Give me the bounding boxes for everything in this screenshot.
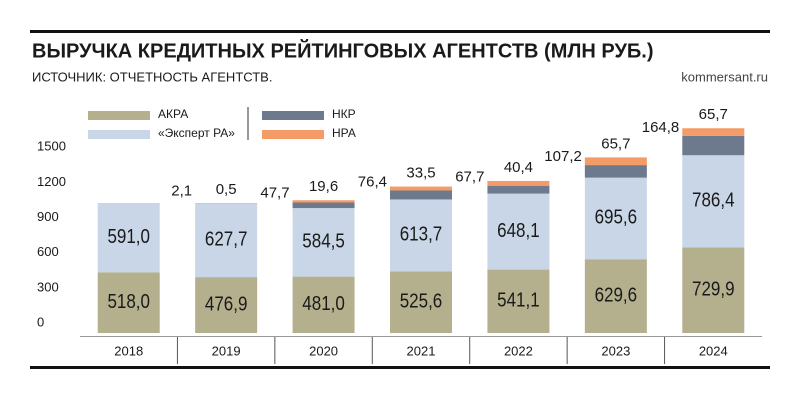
value-label: 40,4 [504, 159, 533, 176]
x-tick-label: 2019 [212, 343, 241, 358]
legend-label: АКРА [158, 107, 188, 121]
x-tick-label: 2018 [114, 343, 143, 358]
legend-swatch [88, 111, 150, 120]
value-label: 107,2 [544, 148, 582, 165]
bar-segment [195, 277, 258, 333]
legend-swatch [262, 130, 324, 139]
bar-segment [292, 200, 355, 203]
source: kommersant.ru [681, 69, 768, 84]
top-rule [30, 30, 770, 33]
value-label: 65,7 [699, 106, 728, 123]
value-label: 525,6 [400, 289, 443, 312]
value-label: 648,1 [497, 219, 540, 242]
x-tick-label: 2021 [407, 343, 436, 358]
bar-segment [584, 259, 647, 333]
bar-segment [487, 193, 550, 270]
bar-segment [292, 202, 355, 209]
legend-swatch [88, 130, 150, 139]
value-label: 164,8 [642, 119, 680, 136]
value-label: 518,0 [107, 290, 150, 313]
y-tick-label: 0 [37, 314, 44, 329]
bar-segment [682, 155, 745, 248]
value-label: 481,0 [302, 292, 345, 315]
chart-title: ВЫРУЧКА КРЕДИТНЫХ РЕЙТИНГОВЫХ АГЕНТСТВ (… [32, 38, 654, 62]
value-label: 67,7 [455, 169, 484, 186]
value-label: 613,7 [400, 222, 443, 245]
legend-label: «Эксперт РА» [158, 126, 235, 140]
x-tick-label: 2020 [309, 343, 338, 358]
value-label: 629,6 [595, 283, 638, 306]
bar-segment [390, 190, 452, 200]
bar-segment [584, 157, 647, 166]
bar-segment [195, 203, 258, 278]
bar-segment [390, 186, 452, 191]
value-label: 2,1 [171, 182, 192, 199]
value-label: 695,6 [595, 205, 638, 228]
value-label: 33,5 [406, 165, 435, 182]
x-band [80, 336, 762, 337]
value-label: 729,9 [692, 277, 735, 300]
value-label: 584,5 [302, 229, 345, 252]
x-tick-label: 2024 [699, 343, 728, 358]
bar-segment [682, 128, 745, 136]
value-label: 476,9 [205, 292, 248, 315]
value-label: 591,0 [107, 225, 150, 248]
bar-segment [584, 165, 647, 178]
y-tick-label: 1500 [37, 139, 66, 154]
value-label: 19,6 [309, 178, 338, 195]
bar-segment [487, 185, 550, 194]
y-tick-label: 300 [37, 279, 59, 294]
legend-label: НРА [332, 126, 356, 140]
bar-segment [682, 135, 745, 156]
bar-segment [292, 208, 355, 277]
value-label: 627,7 [205, 227, 248, 250]
bar-segment [390, 199, 452, 272]
value-label: 76,4 [358, 173, 387, 190]
bar-segment [97, 203, 160, 273]
y-tick-label: 1200 [37, 174, 66, 189]
chart-subtitle: ИСТОЧНИК: ОТЧЕТНОСТЬ АГЕНТСТВ. [32, 69, 272, 84]
bar-segment [97, 272, 160, 333]
x-tick-label: 2023 [601, 343, 630, 358]
value-label: 65,7 [601, 135, 630, 152]
bar-segment [487, 269, 550, 333]
bar-segment [584, 177, 647, 260]
bar-segment [390, 271, 452, 333]
bar-segment [682, 247, 745, 333]
value-label: 541,1 [497, 288, 540, 311]
value-label: 47,7 [260, 184, 289, 201]
x-tick-label: 2022 [504, 343, 533, 358]
bottom-rule [30, 366, 770, 369]
bar-segment [292, 276, 355, 333]
legend-label: НКР [332, 107, 356, 121]
y-tick-label: 900 [37, 209, 59, 224]
y-tick-label: 600 [37, 244, 59, 259]
value-label: 0,5 [216, 181, 237, 198]
bar-segment [487, 180, 550, 186]
legend-swatch [262, 111, 324, 120]
value-label: 786,4 [692, 188, 735, 211]
